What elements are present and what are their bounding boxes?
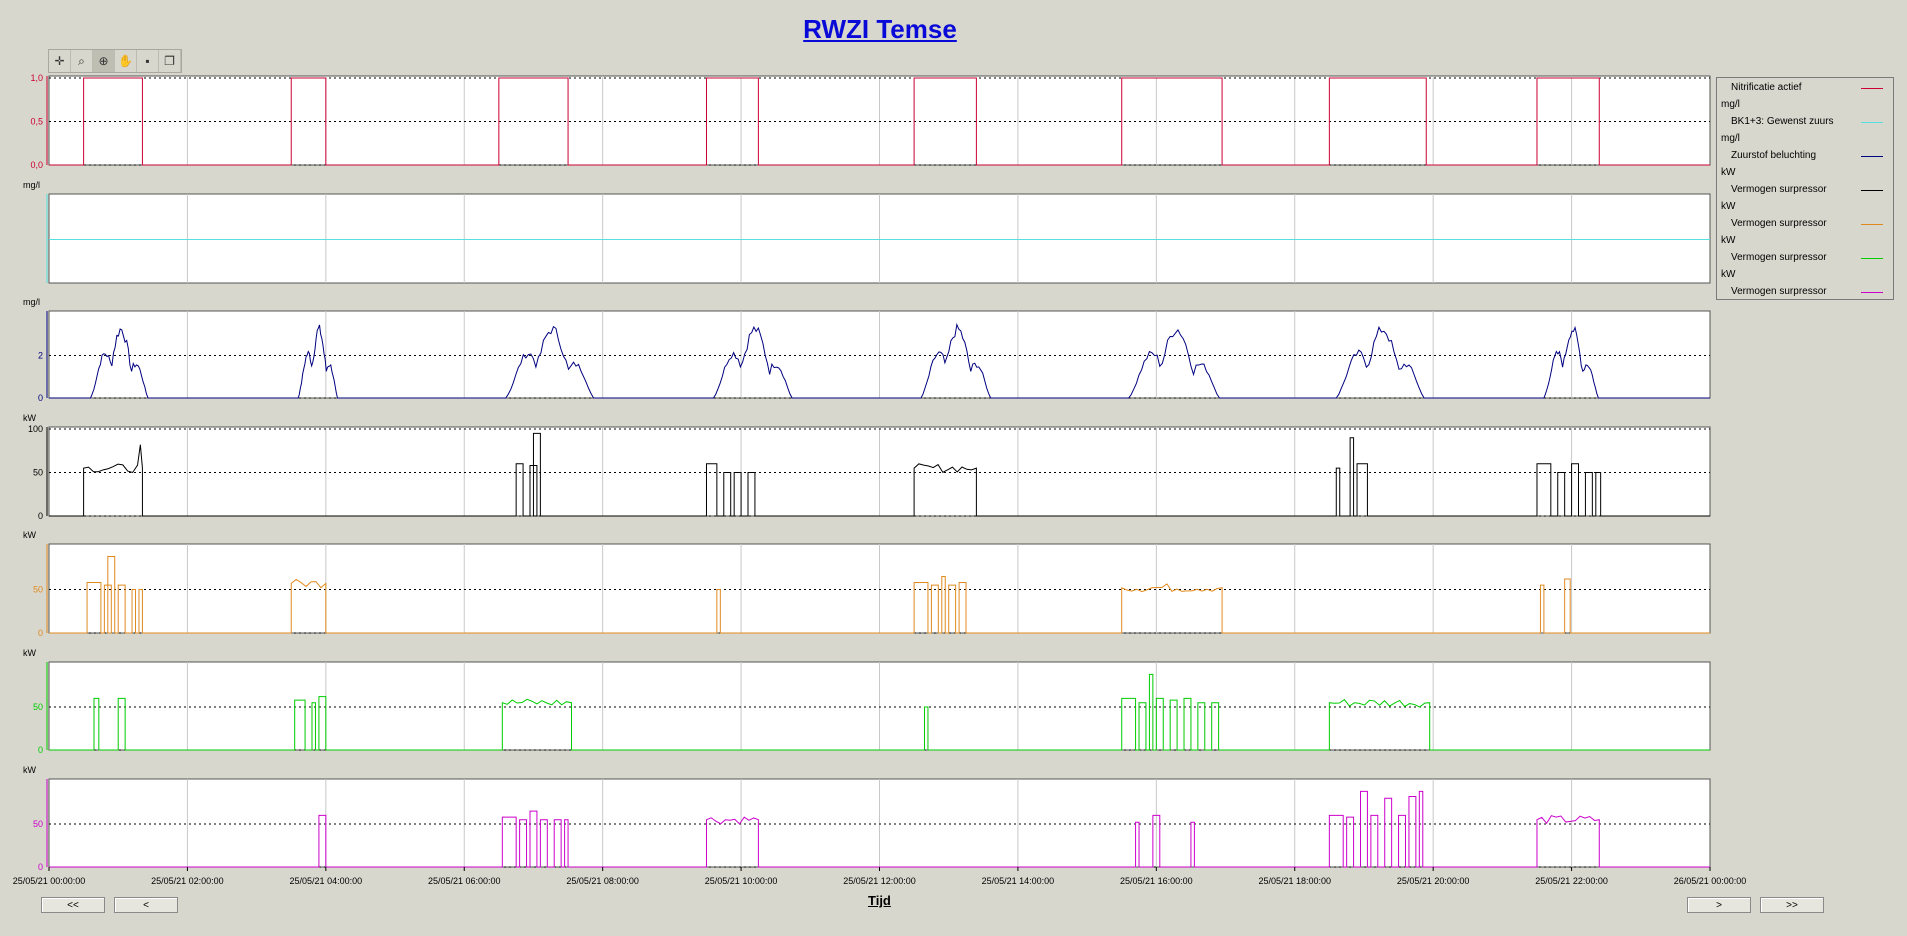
first-page-button[interactable]: << — [41, 897, 105, 913]
x-tick-label: 25/05/21 08:00:00 — [566, 876, 639, 886]
legend-label: Vermogen surpressor — [1731, 184, 1827, 195]
series-line — [49, 322, 1710, 399]
legend-swatch — [1861, 292, 1883, 293]
series-line — [49, 77, 1710, 166]
series-line — [49, 555, 1710, 634]
y-axis-unit: mg/l — [23, 297, 40, 307]
y-tick-label: 0 — [38, 393, 43, 403]
y-tick-label: 50 — [33, 819, 43, 829]
legend-unit: kW — [1721, 269, 1736, 280]
x-tick-label: 25/05/21 02:00:00 — [151, 876, 224, 886]
zoom-axis-icon[interactable]: ⌕ — [71, 50, 93, 72]
x-tick-label: 25/05/21 20:00:00 — [1397, 876, 1470, 886]
y-tick-label: 100 — [28, 424, 43, 434]
legend-unit: mg/l — [1721, 133, 1740, 144]
x-tick-label: 25/05/21 16:00:00 — [1120, 876, 1193, 886]
legend-swatch — [1861, 88, 1883, 89]
legend-swatch — [1861, 224, 1883, 225]
next-page-button[interactable]: > — [1687, 897, 1751, 913]
legend-unit: kW — [1721, 167, 1736, 178]
y-axis-unit: mg/l — [23, 180, 40, 190]
legend-item[interactable]: Zuurstof beluchting — [1717, 146, 1893, 166]
legend-item[interactable]: Vermogen surpressor — [1717, 282, 1893, 302]
legend-item[interactable]: BK1+3: Gewenst zuurs — [1717, 112, 1893, 132]
x-tick-label: 25/05/21 12:00:00 — [843, 876, 916, 886]
legend-unit: mg/l — [1721, 99, 1740, 110]
x-tick-label: 25/05/21 10:00:00 — [705, 876, 778, 886]
legend-label: Vermogen surpressor — [1731, 252, 1827, 263]
x-tick-label: 25/05/21 14:00:00 — [982, 876, 1055, 886]
legend-item[interactable]: Vermogen surpressor — [1717, 180, 1893, 200]
legend-item[interactable]: Nitrificatie actief — [1717, 78, 1893, 98]
legend-unit: kW — [1721, 235, 1736, 246]
x-tick-label: 25/05/21 18:00:00 — [1258, 876, 1331, 886]
y-axis-unit: kW — [23, 413, 37, 423]
legend-label: Vermogen surpressor — [1731, 286, 1827, 297]
series-line — [49, 673, 1710, 751]
x-tick-label: 25/05/21 04:00:00 — [290, 876, 363, 886]
y-tick-label: 50 — [33, 468, 43, 478]
legend: Nitrificatie actief mg/l BK1+3: Gewenst zu… — [1716, 77, 1894, 300]
y-tick-label: 50 — [33, 585, 43, 595]
save-icon[interactable]: ▪ — [137, 50, 159, 72]
chart-toolbar: ✛ ⌕ ⊕ ✋ ▪ ❐ — [48, 49, 182, 73]
copy-icon[interactable]: ❐ — [159, 50, 181, 72]
y-tick-label: 0 — [38, 862, 43, 872]
series-line — [49, 790, 1710, 868]
legend-swatch — [1861, 190, 1883, 191]
x-tick-label: 25/05/21 22:00:00 — [1535, 876, 1608, 886]
y-tick-label: 0,0 — [30, 160, 43, 170]
chart-title: RWZI Temse — [803, 14, 957, 44]
y-tick-label: 0 — [38, 745, 43, 755]
last-page-button[interactable]: >> — [1760, 897, 1824, 913]
x-tick-label: 26/05/21 00:00:00 — [1674, 876, 1747, 886]
pan-hand-icon[interactable]: ✋ — [115, 50, 137, 72]
legend-swatch — [1861, 156, 1883, 157]
legend-swatch — [1861, 258, 1883, 259]
legend-item[interactable]: Vermogen surpressor — [1717, 214, 1893, 234]
y-tick-label: 1,0 — [30, 73, 43, 83]
legend-item[interactable]: Vermogen surpressor — [1717, 248, 1893, 268]
y-tick-label: 2 — [38, 351, 43, 361]
y-axis-unit: kW — [23, 648, 37, 658]
legend-unit: kW — [1721, 201, 1736, 212]
y-tick-label: 0 — [38, 511, 43, 521]
previous-page-button[interactable]: < — [114, 897, 178, 913]
y-axis-unit: kW — [23, 530, 37, 540]
x-tick-label: 25/05/21 06:00:00 — [428, 876, 501, 886]
series-line — [49, 432, 1710, 517]
x-tick-label: 25/05/21 00:00:00 — [13, 876, 86, 886]
legend-swatch — [1861, 122, 1883, 123]
legend-label: Zuurstof beluchting — [1731, 150, 1817, 161]
y-tick-label: 50 — [33, 702, 43, 712]
legend-label: BK1+3: Gewenst zuurs — [1731, 116, 1834, 127]
x-axis-label: Tijd — [868, 893, 891, 908]
y-tick-label: 0 — [38, 628, 43, 638]
crosshair-icon[interactable]: ✛ — [49, 50, 71, 72]
zoom-in-icon[interactable]: ⊕ — [93, 50, 115, 72]
y-tick-label: 0,5 — [30, 117, 43, 127]
legend-label: Vermogen surpressor — [1731, 218, 1827, 229]
y-axis-unit: kW — [23, 765, 37, 775]
legend-label: Nitrificatie actief — [1731, 82, 1802, 93]
